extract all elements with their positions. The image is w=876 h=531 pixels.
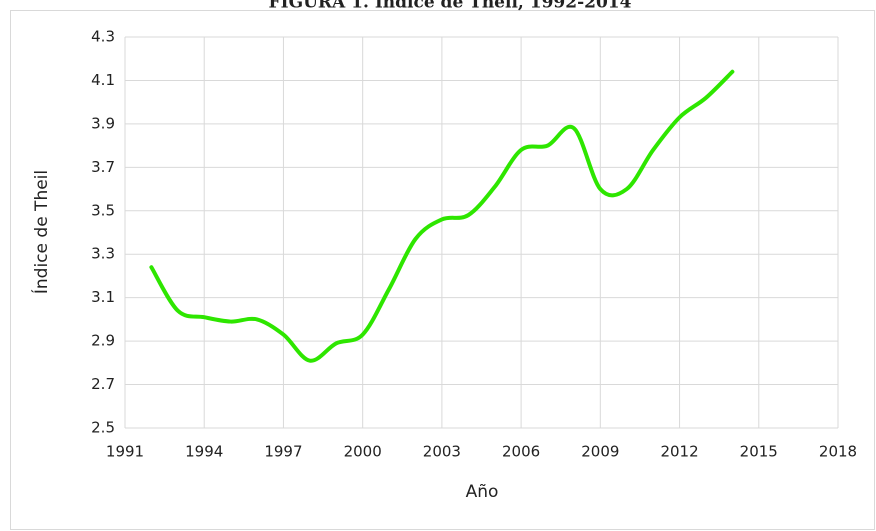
y-tick-label: 4.3 [91, 28, 115, 46]
x-tick-label: 2000 [344, 443, 382, 461]
x-tick-label: 2006 [502, 443, 540, 461]
x-tick-label: 2018 [819, 443, 857, 461]
y-tick-label: 3.3 [91, 245, 115, 263]
y-tick-label: 3.1 [91, 288, 115, 306]
y-tick-label: 2.9 [91, 332, 115, 350]
x-tick-label: 2003 [423, 443, 461, 461]
y-tick-label: 2.5 [91, 419, 115, 437]
x-tick-label: 1994 [185, 443, 223, 461]
x-axis-title: Año [466, 482, 499, 502]
x-tick-label: 2015 [740, 443, 778, 461]
y-tick-label: 3.7 [91, 158, 115, 176]
x-tick-label: 2009 [581, 443, 619, 461]
data-line [149, 69, 735, 363]
y-tick-label: 3.9 [91, 114, 115, 132]
x-tick-label: 1991 [106, 443, 144, 461]
y-axis-title: Índice de Theil [30, 170, 52, 294]
y-tick-label: 4.1 [91, 71, 115, 89]
chart-title: FIGURA 1. Índice de Theil, 1992-2014 [269, 0, 632, 13]
x-tick-label: 1997 [264, 443, 302, 461]
y-tick-label: 2.7 [91, 375, 115, 393]
x-tick-label: 2012 [660, 443, 698, 461]
y-tick-label: 3.5 [91, 201, 115, 219]
